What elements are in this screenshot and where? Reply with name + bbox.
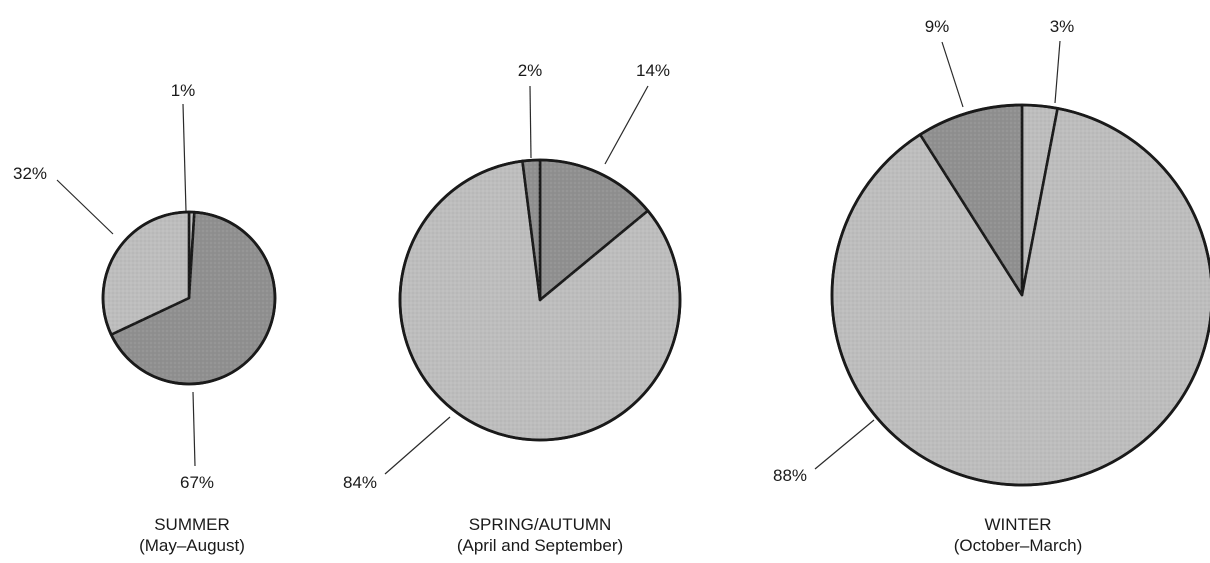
pie-2-title: WINTER	[984, 515, 1051, 534]
pie-2-leader-2	[941, 41, 964, 108]
pie-1-data-label-2: 2%	[518, 61, 543, 80]
pie-2-leader-0	[1054, 40, 1061, 104]
pie-1-leader-1	[384, 416, 451, 475]
pie-0-slice-1-texture	[111, 212, 275, 384]
pie-1-slice-0-texture	[540, 160, 648, 300]
pie-0-title: SUMMER	[154, 515, 230, 534]
pie-0-data-label-1: 67%	[180, 473, 214, 492]
pie-2-data-label-0: 3%	[1050, 17, 1075, 36]
pie-0-leader-2	[56, 179, 114, 235]
pie-1-slice-2-texture	[522, 159, 540, 300]
pie-0-leader-0	[182, 103, 187, 212]
pie-2-subtitle: (October–March)	[954, 536, 1082, 555]
pie-2-data-label-1: 88%	[773, 466, 807, 485]
pie-1-outline	[398, 158, 682, 442]
pie-0-data-label-0: 1%	[171, 81, 196, 100]
pie-0-outline	[101, 210, 277, 386]
pie-2-outline	[830, 103, 1210, 487]
pie-1-data-label-0: 14%	[636, 61, 670, 80]
pie-chart-1: 14% 84% 2% SPRING/AUTUMN (April and Septembe…	[343, 61, 682, 555]
pie-chart-0: 1% 67% 32% SUMMER (May–August)	[13, 81, 277, 555]
pie-1-leader-2	[529, 85, 532, 159]
pie-1-leader-0	[604, 85, 649, 165]
pie-1-data-label-1: 84%	[343, 473, 377, 492]
pie-2-slice-2-texture	[920, 105, 1022, 295]
pie-2-leader-1	[814, 419, 875, 470]
pie-2-data-label-2: 9%	[925, 17, 950, 36]
pie-2-slice-1-texture	[832, 108, 1210, 485]
pie-0-subtitle: (May–August)	[139, 536, 245, 555]
pie-0-leader-1	[192, 391, 196, 467]
pie-chart-2: 3% 88% 9% WINTER (October–March)	[773, 17, 1210, 555]
pie-1-title: SPRING/AUTUMN	[469, 515, 612, 534]
pie-0-data-label-2: 32%	[13, 164, 47, 183]
pie-1-subtitle: (April and September)	[457, 536, 623, 555]
